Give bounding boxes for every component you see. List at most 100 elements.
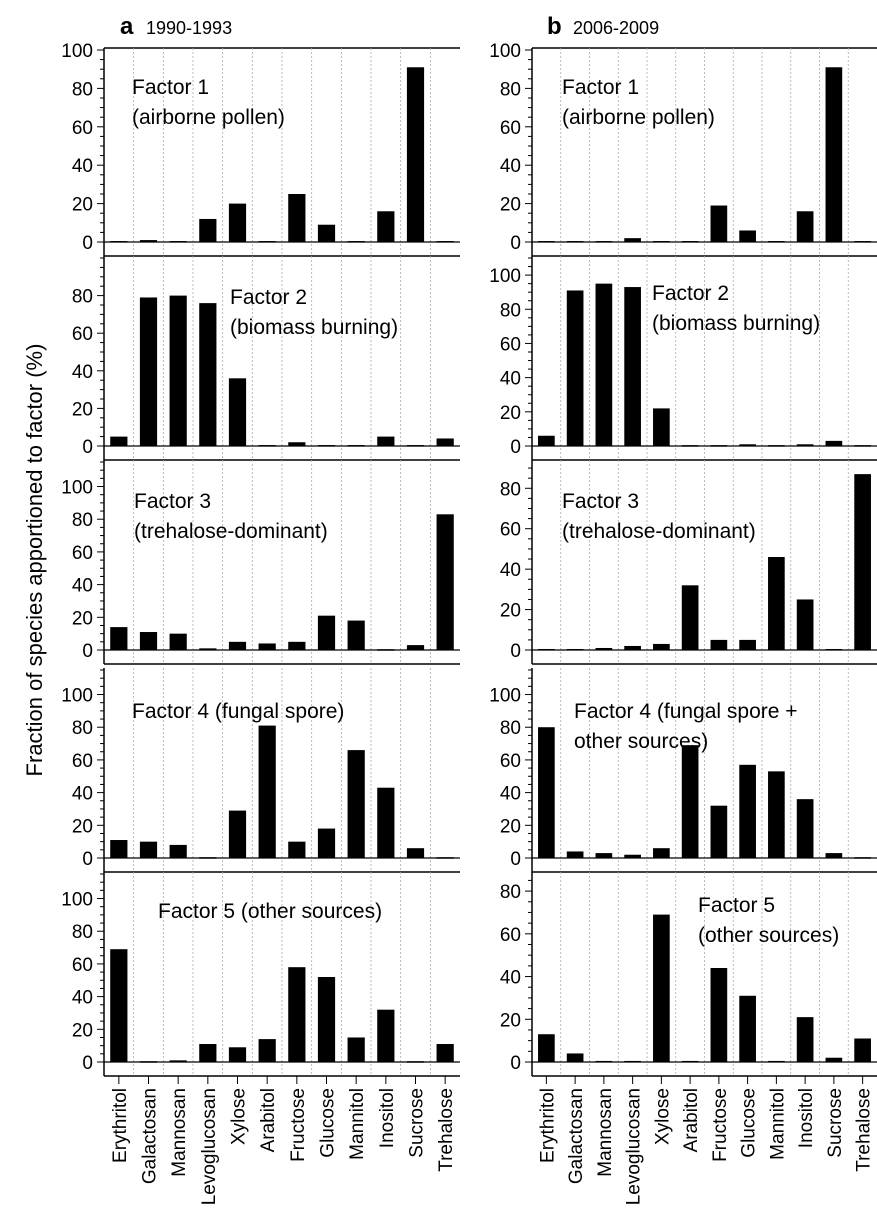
bar-arabitol xyxy=(682,585,699,650)
y-tick-label: 20 xyxy=(500,195,521,216)
bar-fructose xyxy=(288,967,305,1062)
x-label-sucrose: Sucrose xyxy=(407,1088,428,1158)
bar-arabitol xyxy=(259,445,276,447)
bar-levoglucosan xyxy=(624,238,641,242)
bar-fructose xyxy=(711,640,728,650)
plot-b-row-2: 0 20 40 60 80 100 Factor 2 (biomass burning) xyxy=(489,256,877,460)
bar-fructose xyxy=(288,642,305,650)
bar-galactosan xyxy=(140,1061,157,1063)
bar-inositol xyxy=(377,788,394,858)
y-tick-label: 40 xyxy=(500,968,521,989)
y-tick-label: 20 xyxy=(72,608,93,629)
y-tick-label: 0 xyxy=(82,641,93,662)
plot-a-row-3: 0 20 40 60 80 100 Factor 3 (trehalose-dominant) xyxy=(61,460,460,664)
factor-subtitle: (biomass burning) xyxy=(230,316,398,339)
bar-levoglucosan xyxy=(199,857,216,859)
bar-arabitol xyxy=(682,241,699,243)
bar-glucose xyxy=(739,996,756,1062)
y-tick-label: 60 xyxy=(72,955,93,976)
bar-inositol xyxy=(377,649,394,651)
y-tick-label: 0 xyxy=(510,849,521,870)
y-tick-label: 60 xyxy=(500,751,521,772)
bar-mannosan xyxy=(596,284,613,446)
y-tick-label: 80 xyxy=(500,479,521,500)
bar-levoglucosan xyxy=(624,646,641,650)
bar-galactosan xyxy=(140,842,157,858)
y-tick-label: 60 xyxy=(72,324,93,345)
bar-mannitol xyxy=(768,1061,785,1063)
bar-mannosan xyxy=(170,241,187,243)
y-tick-label: 80 xyxy=(72,79,93,100)
bar-galactosan xyxy=(140,297,157,446)
bar-glucose xyxy=(739,230,756,242)
factor-subtitle: (trehalose-dominant) xyxy=(134,520,328,543)
bar-mannitol xyxy=(348,445,365,447)
bar-arabitol xyxy=(682,745,699,858)
bar-arabitol xyxy=(682,445,699,447)
bar-mannitol xyxy=(768,771,785,858)
x-label-xylose: Xylose xyxy=(652,1088,673,1145)
x-label-fructose: Fructose xyxy=(288,1088,309,1162)
bar-galactosan xyxy=(567,241,584,243)
y-tick-label: 40 xyxy=(500,369,521,390)
y-tick-label: 0 xyxy=(510,1053,521,1074)
bar-arabitol xyxy=(259,1039,276,1062)
y-tick-label: 40 xyxy=(72,784,93,805)
bar-inositol xyxy=(377,437,394,446)
bar-glucose xyxy=(318,445,335,447)
bar-xylose xyxy=(229,642,246,650)
bar-xylose xyxy=(653,241,670,243)
bar-sucrose xyxy=(826,67,843,242)
y-tick-label: 20 xyxy=(72,816,93,837)
bar-galactosan xyxy=(140,632,157,650)
y-tick-label: 0 xyxy=(82,1053,93,1074)
factor-subtitle: (biomass burning) xyxy=(652,312,820,335)
panel-b-letter: b xyxy=(547,13,562,40)
plot-b-row-1: 0 20 40 60 80 100 Factor 1 (airborne pollen) xyxy=(489,41,877,256)
bar-glucose xyxy=(318,225,335,242)
factor-subtitle: (other sources) xyxy=(698,924,839,947)
bar-mannitol xyxy=(768,557,785,650)
x-label-inositol: Inositol xyxy=(377,1088,398,1148)
y-tick-label: 20 xyxy=(500,1010,521,1031)
bar-levoglucosan xyxy=(624,1061,641,1063)
plot-a-row-5: 0 20 40 60 80 100 Factor 5 (other sources) xyxy=(61,872,460,1076)
bar-sucrose xyxy=(826,853,843,858)
bar-fructose xyxy=(711,206,728,242)
bar-levoglucosan xyxy=(624,287,641,446)
x-label-arabitol: Arabitol xyxy=(258,1088,279,1152)
bar-trehalose xyxy=(437,857,454,859)
plot-a-row-1: 0 20 40 60 80 100 Factor 1 (airborne pollen) xyxy=(61,41,460,256)
y-tick-label: 80 xyxy=(500,300,521,321)
y-tick-label: 80 xyxy=(72,922,93,943)
y-tick-label: 100 xyxy=(61,478,93,499)
bar-arabitol xyxy=(682,1061,699,1063)
bar-mannitol xyxy=(348,750,365,858)
y-tick-label: 100 xyxy=(489,686,521,707)
y-tick-label: 100 xyxy=(61,686,93,707)
y-tick-label: 60 xyxy=(500,334,521,355)
factor-title: Factor 3 xyxy=(134,490,211,513)
bar-inositol xyxy=(797,1017,814,1062)
plot-b-row-4: 0 20 40 60 80 100 Factor 4 (fungal spore + othe… xyxy=(489,668,877,872)
x-label-arabitol: Arabitol xyxy=(681,1088,702,1152)
x-label-mannosan: Mannosan xyxy=(595,1088,616,1177)
x-label-galactosan: Galactosan xyxy=(566,1088,587,1184)
bar-erythritol xyxy=(538,649,555,651)
bar-galactosan xyxy=(567,851,584,858)
bar-trehalose xyxy=(854,445,871,447)
bar-fructose xyxy=(711,806,728,858)
bar-fructose xyxy=(288,194,305,242)
x-label-sucrose: Sucrose xyxy=(825,1088,846,1158)
bar-glucose xyxy=(318,829,335,858)
bar-inositol xyxy=(797,599,814,650)
y-tick-label: 0 xyxy=(82,849,93,870)
bar-sucrose xyxy=(826,1058,843,1062)
bar-mannitol xyxy=(348,621,365,650)
y-tick-label: 0 xyxy=(510,641,521,662)
bar-mannitol xyxy=(768,241,785,243)
y-tick-label: 20 xyxy=(500,816,521,837)
bar-arabitol xyxy=(259,241,276,243)
factor-title: Factor 1 xyxy=(562,76,639,99)
